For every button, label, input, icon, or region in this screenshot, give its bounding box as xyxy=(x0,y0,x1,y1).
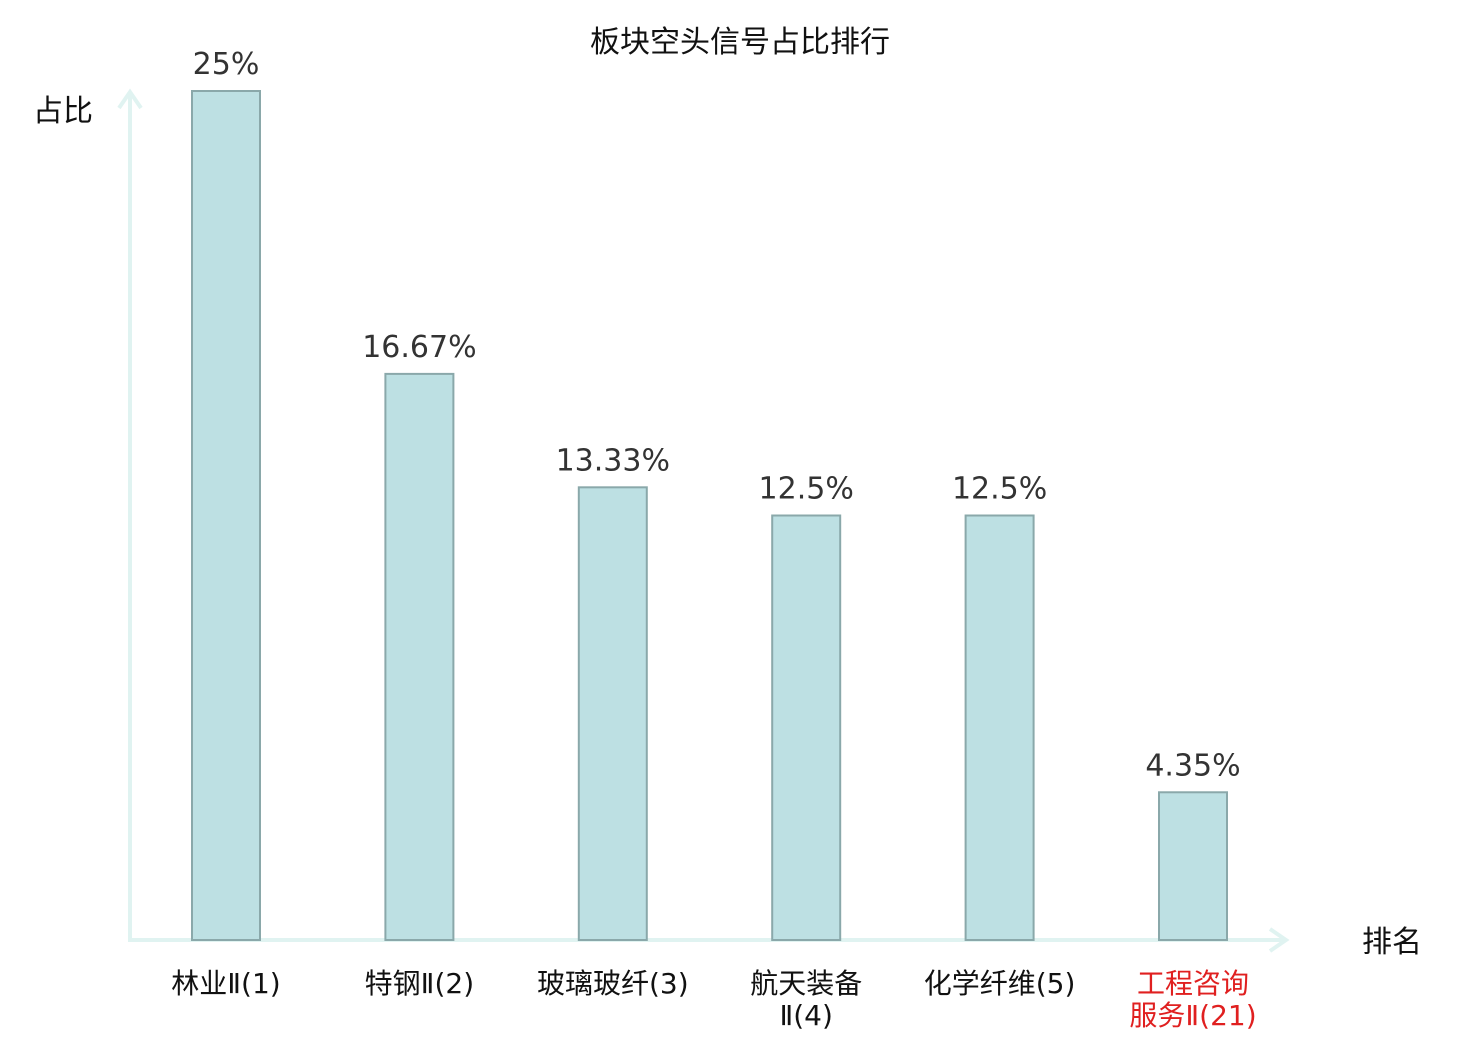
category-label-1: 林业Ⅱ(1) xyxy=(171,967,280,1000)
x-axis-arrow xyxy=(1268,927,1290,953)
category-label-5: 化学纤维(5) xyxy=(924,967,1076,1000)
category-label-4-line-1: 航天装备 xyxy=(750,967,862,1000)
bar-5 xyxy=(964,514,1035,941)
category-label-6-line-1: 工程咨询 xyxy=(1137,967,1249,1000)
value-label-1: 25% xyxy=(193,47,260,82)
chart-title: 板块空头信号占比排行 xyxy=(590,25,890,60)
category-label-4-line-2: Ⅱ(4) xyxy=(779,999,832,1032)
bar-3 xyxy=(577,486,648,941)
y-axis-title: 占比 xyxy=(33,94,93,129)
value-labels-group: 25% 16.67% 13.33% 12.5% 12.5% 4.35% xyxy=(193,47,1241,783)
category-label-3: 玻璃玻纤(3) xyxy=(537,967,689,1000)
bar-4 xyxy=(771,514,842,941)
bar-2 xyxy=(384,372,455,942)
bar-6 xyxy=(1158,791,1228,941)
value-label-5: 12.5% xyxy=(952,472,1047,507)
category-label-2: 特钢Ⅱ(2) xyxy=(365,967,474,1000)
bar-1 xyxy=(191,90,261,941)
value-label-3: 13.33% xyxy=(556,443,670,478)
bars-group xyxy=(191,90,1228,942)
category-label-6-line-2: 服务Ⅱ(21) xyxy=(1129,999,1256,1032)
value-label-6: 4.35% xyxy=(1145,748,1240,783)
x-axis-title: 排名 xyxy=(1362,925,1422,960)
value-label-2: 16.67% xyxy=(362,330,476,365)
axes xyxy=(117,88,1290,953)
y-axis-arrow xyxy=(117,88,143,110)
value-label-4: 12.5% xyxy=(759,472,854,507)
